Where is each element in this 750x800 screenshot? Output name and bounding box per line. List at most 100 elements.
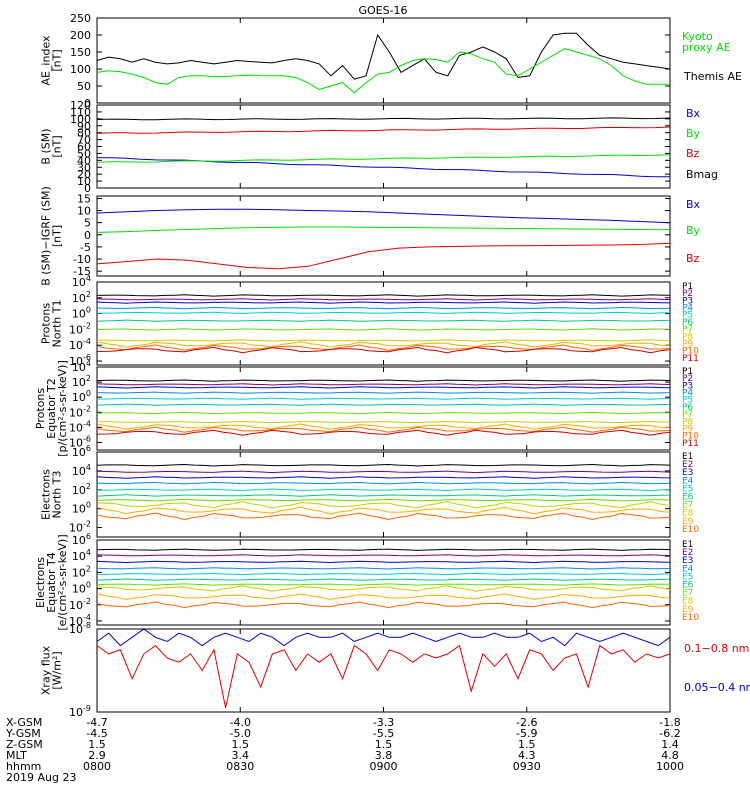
series-line-P4 [96,391,671,394]
y-axis-label: [e/(cm²-s-sr-keV)] [56,534,69,630]
series-line-E7 [96,498,671,502]
legend-entry: P8 [682,332,693,342]
y-tick-label: 100 [70,113,91,126]
y-tick-label: 60 [77,141,91,154]
legend-entry: E2 [682,548,693,558]
y-axis-label: B (SM)−IGRF (SM) [40,186,53,286]
y-tick-label: 5 [84,217,91,230]
y-tick-label: 10-2 [69,404,91,419]
ephemeris-value: -1.8 [659,716,680,729]
series-line-P3 [96,301,671,304]
panel-frame [96,17,671,104]
legend-entry: P11 [682,354,699,364]
y-tick-label: 20 [77,168,91,181]
legend-entry: P11 [682,439,699,449]
ephemeris-value: -3.3 [373,716,394,729]
y-tick-label: 10 [77,205,91,218]
y-tick-label: 70 [77,134,91,147]
legend-entry: P3 [682,296,693,306]
y-tick-label: 200 [70,29,91,42]
y-axis-label: B (SM) [40,128,53,164]
series-line-E6 [96,578,671,581]
y-tick-label: 0 [84,182,91,195]
series-line-Themis AE [96,32,671,80]
y-tick-label: -15 [73,265,91,278]
y-axis-label: North T3 [51,471,64,519]
y-tick-label: 104 [72,548,91,563]
ephemeris-value: 1.5 [232,738,250,751]
series-line-P9 [96,423,671,430]
series-line-P1 [96,294,671,297]
series-line-Bx [96,208,671,224]
legend-entry: E8 [682,597,694,607]
y-tick-label: 100 [72,581,91,596]
series-line-E7 [96,583,671,586]
legend-entry: P5 [682,396,693,406]
ephemeris-value: 1.5 [518,738,536,751]
y-axis-label: [p/(cm²-s-sr-keV)] [56,360,69,457]
legend-entry: E4 [682,564,694,574]
series-line-By [96,154,671,163]
y-tick-label: 90 [77,120,91,133]
series-line-P6 [96,403,671,406]
ephemeris-value: 3.4 [232,749,250,762]
y-tick-label: 10 [77,175,91,188]
legend-entry: P2 [682,289,693,299]
legend-entry: Bx [686,107,701,120]
ephemeris-row-label: Z-GSM [6,738,43,751]
series-line-P7 [96,328,671,331]
legend-entry: P6 [682,403,693,413]
legend-entry: 0.1−0.8 nm [684,642,749,655]
legend-entry: P9 [682,424,693,434]
legend-entry: Bmag [686,168,718,181]
panel-frame [96,195,671,277]
legend-entry: E1 [682,452,693,462]
y-axis-label: Equator T4 [45,552,58,612]
series-line-0.05-0.4 nm [96,628,671,647]
y-axis-label: Equator T2 [45,378,58,438]
legend-entry: P1 [682,367,693,377]
panel-frame [96,539,671,626]
y-tick-label: 10-2 [69,321,91,336]
y-tick-label: 30 [77,161,91,174]
ephemeris-value: 1.5 [88,738,106,751]
ephemeris-value: 0800 [83,760,111,773]
ephemeris-value: 1.5 [375,738,393,751]
legend-entry: E1 [682,540,693,550]
ephemeris-value: -4.7 [86,716,107,729]
legend-entry: P8 [682,417,693,427]
date-label: 2019 Aug 23 [6,771,76,784]
y-tick-label: -10 [73,253,91,266]
legend-entry: 0.05−0.4 nm [684,681,750,694]
series-line-E9 [96,593,671,600]
ephemeris-row-label: X-GSM [6,716,42,729]
y-tick-label: 10-4 [69,419,91,434]
ephemeris-value: 1000 [656,760,684,773]
series-line-P10 [96,426,671,433]
series-line-P8 [96,339,671,342]
ephemeris-value: 0830 [226,760,254,773]
y-tick-label: 10-2 [69,597,91,612]
legend-entry: E5 [682,484,693,494]
series-line-P2 [96,383,671,386]
ephemeris-value: 0930 [513,760,541,773]
legend-entry: E7 [682,589,693,599]
series-line-E2 [96,554,671,557]
legend-entry: P6 [682,318,693,328]
y-tick-label: 50 [77,147,91,160]
series-line-E2 [96,470,671,474]
series-line-E8 [96,501,671,509]
y-tick-label: 102 [72,374,91,389]
legend-entry: E4 [682,476,694,486]
y-tick-label: 15 [77,192,91,205]
y-tick-label: 0 [84,229,91,242]
legend-entry: E6 [682,493,694,503]
series-line-E3 [96,560,671,564]
legend-entry: E10 [682,525,699,535]
y-tick-label: 106 [72,444,91,459]
x-axis-ephemeris: X-GSM -4.7 -4.0 -3.3 -2.6 -1.8 Y-GSM -4.5 -5.0 -5… [5,716,684,784]
y-tick-label: 102 [72,290,91,305]
y-tick-label: 80 [77,127,91,140]
series-line-E6 [96,494,671,497]
